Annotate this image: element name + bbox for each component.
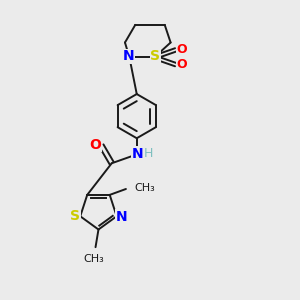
- Text: O: O: [89, 138, 101, 152]
- Text: S: S: [70, 209, 80, 223]
- Text: O: O: [176, 58, 187, 71]
- Text: N: N: [123, 50, 134, 63]
- Text: O: O: [176, 44, 187, 56]
- Text: N: N: [116, 210, 128, 224]
- Text: CH₃: CH₃: [135, 183, 155, 193]
- Text: S: S: [150, 50, 160, 63]
- Text: H: H: [143, 147, 153, 160]
- Text: N: N: [131, 146, 143, 161]
- Text: CH₃: CH₃: [84, 254, 104, 264]
